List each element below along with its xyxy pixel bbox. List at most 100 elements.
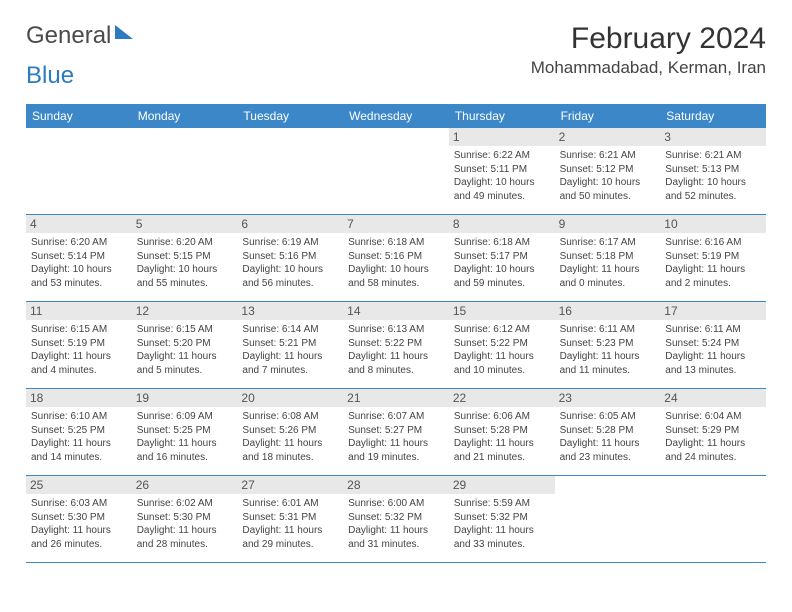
logo: General	[26, 22, 135, 50]
day-number: 28	[343, 476, 449, 494]
calendar-day: 26 Sunrise: 6:02 AMSunset: 5:30 PMDayligh…	[132, 476, 238, 562]
day-of-week-header: SundayMondayTuesdayWednesdayThursdayFrid…	[26, 104, 766, 128]
day-info: Sunrise: 6:20 AMSunset: 5:14 PMDaylight:…	[31, 236, 127, 290]
calendar-day: 21 Sunrise: 6:07 AMSunset: 5:27 PMDayligh…	[343, 389, 449, 475]
day-number: 29	[449, 476, 555, 494]
location-subtitle: Mohammadabad, Kerman, Iran	[531, 58, 766, 78]
day-info: Sunrise: 5:59 AMSunset: 5:32 PMDaylight:…	[454, 497, 550, 551]
day-number: 24	[660, 389, 766, 407]
day-info: Sunrise: 6:12 AMSunset: 5:22 PMDaylight:…	[454, 323, 550, 377]
calendar-day: 27 Sunrise: 6:01 AMSunset: 5:31 PMDayligh…	[237, 476, 343, 562]
day-number: 25	[26, 476, 132, 494]
day-number: 16	[555, 302, 661, 320]
calendar-day	[555, 476, 661, 562]
day-info: Sunrise: 6:15 AMSunset: 5:19 PMDaylight:…	[31, 323, 127, 377]
day-number: 3	[660, 128, 766, 146]
day-number: 22	[449, 389, 555, 407]
day-info: Sunrise: 6:21 AMSunset: 5:13 PMDaylight:…	[665, 149, 761, 203]
calendar-day	[132, 128, 238, 214]
calendar-day: 1Sunrise: 6:22 AMSunset: 5:11 PMDaylight…	[449, 128, 555, 214]
day-info: Sunrise: 6:03 AMSunset: 5:30 PMDaylight:…	[31, 497, 127, 551]
calendar-day: 7Sunrise: 6:18 AMSunset: 5:16 PMDaylight…	[343, 215, 449, 301]
day-info: Sunrise: 6:19 AMSunset: 5:16 PMDaylight:…	[242, 236, 338, 290]
calendar-day: 22 Sunrise: 6:06 AMSunset: 5:28 PMDayligh…	[449, 389, 555, 475]
day-number: 2	[555, 128, 661, 146]
dow-cell: Wednesday	[343, 104, 449, 128]
calendar-day: 19 Sunrise: 6:09 AMSunset: 5:25 PMDayligh…	[132, 389, 238, 475]
calendar-week: 25 Sunrise: 6:03 AMSunset: 5:30 PMDayligh…	[26, 476, 766, 563]
day-number: 23	[555, 389, 661, 407]
day-number: 6	[237, 215, 343, 233]
calendar-day: 11 Sunrise: 6:15 AMSunset: 5:19 PMDayligh…	[26, 302, 132, 388]
page-title: February 2024	[531, 22, 766, 56]
calendar-day: 29 Sunrise: 5:59 AMSunset: 5:32 PMDayligh…	[449, 476, 555, 562]
calendar: SundayMondayTuesdayWednesdayThursdayFrid…	[26, 104, 766, 563]
day-info: Sunrise: 6:21 AMSunset: 5:12 PMDaylight:…	[560, 149, 656, 203]
day-number: 11	[26, 302, 132, 320]
calendar-day: 18 Sunrise: 6:10 AMSunset: 5:25 PMDayligh…	[26, 389, 132, 475]
day-info: Sunrise: 6:08 AMSunset: 5:26 PMDaylight:…	[242, 410, 338, 464]
day-info: Sunrise: 6:17 AMSunset: 5:18 PMDaylight:…	[560, 236, 656, 290]
calendar-day: 6 Sunrise: 6:19 AMSunset: 5:16 PMDaylight…	[237, 215, 343, 301]
day-number: 10	[660, 215, 766, 233]
day-info: Sunrise: 6:16 AMSunset: 5:19 PMDaylight:…	[665, 236, 761, 290]
dow-cell: Friday	[555, 104, 661, 128]
calendar-day	[237, 128, 343, 214]
day-info: Sunrise: 6:15 AMSunset: 5:20 PMDaylight:…	[137, 323, 233, 377]
day-info: Sunrise: 6:05 AMSunset: 5:28 PMDaylight:…	[560, 410, 656, 464]
calendar-day: 16Sunrise: 6:11 AMSunset: 5:23 PMDayligh…	[555, 302, 661, 388]
calendar-day: 12 Sunrise: 6:15 AMSunset: 5:20 PMDayligh…	[132, 302, 238, 388]
calendar-day: 24 Sunrise: 6:04 AMSunset: 5:29 PMDayligh…	[660, 389, 766, 475]
weeks-container: 1Sunrise: 6:22 AMSunset: 5:11 PMDaylight…	[26, 128, 766, 563]
day-info: Sunrise: 6:10 AMSunset: 5:25 PMDaylight:…	[31, 410, 127, 464]
calendar-week: 1Sunrise: 6:22 AMSunset: 5:11 PMDaylight…	[26, 128, 766, 215]
title-block: February 2024 Mohammadabad, Kerman, Iran	[531, 22, 766, 78]
dow-cell: Saturday	[660, 104, 766, 128]
day-number: 5	[132, 215, 238, 233]
day-number: 21	[343, 389, 449, 407]
day-number: 26	[132, 476, 238, 494]
day-number: 12	[132, 302, 238, 320]
logo-word-2: Blue	[26, 62, 74, 90]
calendar-day: 15 Sunrise: 6:12 AMSunset: 5:22 PMDayligh…	[449, 302, 555, 388]
day-number: 9	[555, 215, 661, 233]
day-info: Sunrise: 6:07 AMSunset: 5:27 PMDaylight:…	[348, 410, 444, 464]
calendar-week: 18 Sunrise: 6:10 AMSunset: 5:25 PMDayligh…	[26, 389, 766, 476]
day-info: Sunrise: 6:09 AMSunset: 5:25 PMDaylight:…	[137, 410, 233, 464]
calendar-week: 4Sunrise: 6:20 AMSunset: 5:14 PMDaylight…	[26, 215, 766, 302]
calendar-day: 2 Sunrise: 6:21 AMSunset: 5:12 PMDaylight…	[555, 128, 661, 214]
day-number: 15	[449, 302, 555, 320]
day-number: 13	[237, 302, 343, 320]
calendar-day	[660, 476, 766, 562]
logo-word-1: General	[26, 22, 111, 50]
calendar-day: 25 Sunrise: 6:03 AMSunset: 5:30 PMDayligh…	[26, 476, 132, 562]
calendar-day: 28 Sunrise: 6:00 AMSunset: 5:32 PMDayligh…	[343, 476, 449, 562]
day-info: Sunrise: 6:11 AMSunset: 5:24 PMDaylight:…	[665, 323, 761, 377]
calendar-day: 13 Sunrise: 6:14 AMSunset: 5:21 PMDayligh…	[237, 302, 343, 388]
day-number: 8	[449, 215, 555, 233]
calendar-week: 11 Sunrise: 6:15 AMSunset: 5:19 PMDayligh…	[26, 302, 766, 389]
day-info: Sunrise: 6:02 AMSunset: 5:30 PMDaylight:…	[137, 497, 233, 551]
calendar-day: 14Sunrise: 6:13 AMSunset: 5:22 PMDayligh…	[343, 302, 449, 388]
calendar-day: 5 Sunrise: 6:20 AMSunset: 5:15 PMDaylight…	[132, 215, 238, 301]
calendar-day: 8 Sunrise: 6:18 AMSunset: 5:17 PMDaylight…	[449, 215, 555, 301]
day-info: Sunrise: 6:14 AMSunset: 5:21 PMDaylight:…	[242, 323, 338, 377]
day-info: Sunrise: 6:04 AMSunset: 5:29 PMDaylight:…	[665, 410, 761, 464]
day-number: 19	[132, 389, 238, 407]
calendar-day: 23 Sunrise: 6:05 AMSunset: 5:28 PMDayligh…	[555, 389, 661, 475]
day-number: 18	[26, 389, 132, 407]
day-info: Sunrise: 6:06 AMSunset: 5:28 PMDaylight:…	[454, 410, 550, 464]
dow-cell: Thursday	[449, 104, 555, 128]
day-info: Sunrise: 6:18 AMSunset: 5:16 PMDaylight:…	[348, 236, 444, 290]
day-info: Sunrise: 6:18 AMSunset: 5:17 PMDaylight:…	[454, 236, 550, 290]
day-number: 20	[237, 389, 343, 407]
day-number: 27	[237, 476, 343, 494]
day-number: 17	[660, 302, 766, 320]
calendar-day	[26, 128, 132, 214]
day-info: Sunrise: 6:01 AMSunset: 5:31 PMDaylight:…	[242, 497, 338, 551]
calendar-day	[343, 128, 449, 214]
day-info: Sunrise: 6:00 AMSunset: 5:32 PMDaylight:…	[348, 497, 444, 551]
calendar-day: 4Sunrise: 6:20 AMSunset: 5:14 PMDaylight…	[26, 215, 132, 301]
day-info: Sunrise: 6:20 AMSunset: 5:15 PMDaylight:…	[137, 236, 233, 290]
calendar-day: 17 Sunrise: 6:11 AMSunset: 5:24 PMDayligh…	[660, 302, 766, 388]
